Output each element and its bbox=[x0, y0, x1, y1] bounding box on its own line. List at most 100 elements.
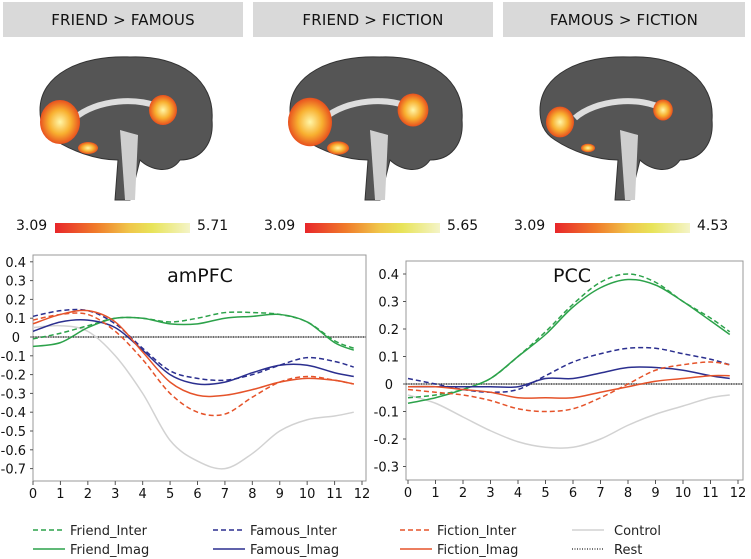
activation-blob-pcc bbox=[653, 99, 673, 121]
x-tick-label: 12 bbox=[730, 486, 747, 501]
y-tick-label: -0.1 bbox=[374, 406, 399, 421]
x-tick-label: 2 bbox=[84, 487, 92, 502]
series-line-fiction-imag bbox=[32, 309, 354, 398]
legend-item: Fiction_Inter bbox=[400, 524, 517, 539]
x-tick-label: 10 bbox=[299, 487, 316, 502]
x-tick-label: 9 bbox=[651, 486, 659, 501]
brain-outline bbox=[539, 56, 713, 201]
legend: Friend_Inter Friend_Imag Famous_Inter Famou… bbox=[33, 524, 661, 558]
colorbar-min: 3.09 bbox=[16, 218, 48, 234]
x-tick-label: 5 bbox=[541, 486, 549, 501]
y-tick-label: -0.3 bbox=[374, 461, 399, 476]
legend-item: Control bbox=[572, 524, 661, 539]
colorbar-max: 4.53 bbox=[697, 218, 729, 234]
legend-label: Friend_Inter bbox=[70, 524, 148, 539]
colorbar-min: 3.09 bbox=[514, 218, 546, 234]
x-tick-label: 7 bbox=[596, 486, 604, 501]
brainstem bbox=[370, 130, 388, 200]
panel-title-famous-fiction: FAMOUS > FICTION bbox=[503, 2, 745, 37]
series-line-famous-imag bbox=[407, 366, 730, 389]
brainstem bbox=[120, 130, 138, 200]
x-tick-label: 3 bbox=[111, 487, 119, 502]
colorbar bbox=[305, 223, 440, 233]
x-tick-label: 7 bbox=[221, 487, 229, 502]
x-tick-label: 6 bbox=[193, 487, 201, 502]
activation-blob bbox=[327, 141, 349, 155]
x-tick-label: 4 bbox=[139, 487, 147, 502]
brainstem bbox=[620, 130, 638, 200]
legend-label: Friend_Imag bbox=[70, 543, 149, 558]
activation-blob-mpfc bbox=[546, 106, 574, 138]
y-tick-label: -0.5 bbox=[1, 425, 26, 440]
x-tick-label: 3 bbox=[486, 486, 494, 501]
series-line-control bbox=[407, 394, 730, 449]
x-tick-label: 6 bbox=[569, 486, 577, 501]
y-tick-label: -0.7 bbox=[1, 463, 26, 478]
brain-slice bbox=[288, 56, 463, 201]
series-line-friend-imag bbox=[32, 313, 355, 351]
chart-title: amPFC bbox=[167, 265, 233, 287]
x-tick-label: 1 bbox=[431, 486, 439, 501]
legend-label: Famous_Imag bbox=[250, 543, 339, 558]
activation-blob-pcc bbox=[397, 93, 429, 127]
series-line-famous-inter bbox=[32, 308, 354, 382]
x-tick-label: 4 bbox=[514, 486, 522, 501]
y-tick-label: -0.3 bbox=[1, 387, 26, 402]
x-tick-label: 2 bbox=[459, 486, 467, 501]
x-tick-label: 9 bbox=[276, 487, 284, 502]
y-tick-label: -0.4 bbox=[1, 406, 26, 421]
legend-item: Famous_Inter bbox=[213, 524, 338, 539]
legend-label: Rest bbox=[614, 543, 642, 558]
legend-item: Famous_Imag bbox=[213, 543, 339, 558]
y-tick-label: 0.1 bbox=[5, 312, 26, 327]
plot-frame bbox=[32, 254, 367, 482]
x-tick-label: 8 bbox=[248, 487, 256, 502]
series-line-friend-inter bbox=[32, 311, 355, 349]
x-tick-label: 12 bbox=[354, 487, 371, 502]
legend-item: Fiction_Imag bbox=[400, 543, 518, 558]
activation-blob bbox=[581, 143, 595, 153]
x-tick-label: 0 bbox=[404, 486, 412, 501]
x-tick-label: 8 bbox=[624, 486, 632, 501]
x-tick-label: 0 bbox=[29, 487, 37, 502]
brain-slice bbox=[539, 56, 713, 201]
legend-label: Control bbox=[614, 524, 661, 539]
legend-item: Friend_Imag bbox=[33, 543, 149, 558]
y-tick-label: 0.2 bbox=[5, 293, 26, 308]
y-tick-label: 0.2 bbox=[378, 323, 399, 338]
y-tick-label: 0.3 bbox=[5, 275, 26, 290]
y-tick-label: 0.3 bbox=[378, 296, 399, 311]
activation-blob-mpfc bbox=[288, 97, 332, 147]
x-tick-label: 5 bbox=[166, 487, 174, 502]
series-line-famous-imag bbox=[32, 318, 354, 386]
colorbar-max: 5.71 bbox=[197, 218, 229, 234]
y-tick-label: 0.4 bbox=[5, 256, 26, 271]
chart-title: PCC bbox=[553, 265, 591, 287]
activation-blob bbox=[78, 142, 98, 154]
panel-title-friend-fiction: FRIEND > FICTION bbox=[253, 2, 493, 37]
y-tick-label: -0.2 bbox=[1, 369, 26, 384]
series-line-control bbox=[32, 324, 354, 470]
legend-label: Fiction_Imag bbox=[437, 543, 518, 558]
colorbar-max: 5.65 bbox=[447, 218, 479, 234]
plot-frame bbox=[405, 260, 744, 481]
x-tick-label: 11 bbox=[702, 486, 719, 501]
y-tick-label: 0.4 bbox=[378, 268, 399, 283]
y-tick-label: -0.2 bbox=[374, 433, 399, 448]
y-tick-label: 0 bbox=[385, 378, 393, 393]
legend-label: Famous_Inter bbox=[250, 524, 338, 539]
panel-title-friend-famous: FRIEND > FAMOUS bbox=[3, 2, 243, 37]
y-tick-label: -0.6 bbox=[1, 444, 26, 459]
y-tick-label: -0.1 bbox=[1, 350, 26, 365]
brain-images bbox=[39, 56, 713, 201]
series-line-fiction-imag bbox=[407, 374, 730, 399]
colorbar bbox=[55, 223, 190, 233]
colorbar bbox=[555, 223, 690, 233]
brain-slice bbox=[39, 56, 213, 201]
y-tick-label: 0 bbox=[12, 331, 20, 346]
x-tick-label: 11 bbox=[326, 487, 343, 502]
activation-blob-pcc bbox=[149, 95, 177, 125]
activation-blob-mpfc bbox=[40, 100, 80, 144]
